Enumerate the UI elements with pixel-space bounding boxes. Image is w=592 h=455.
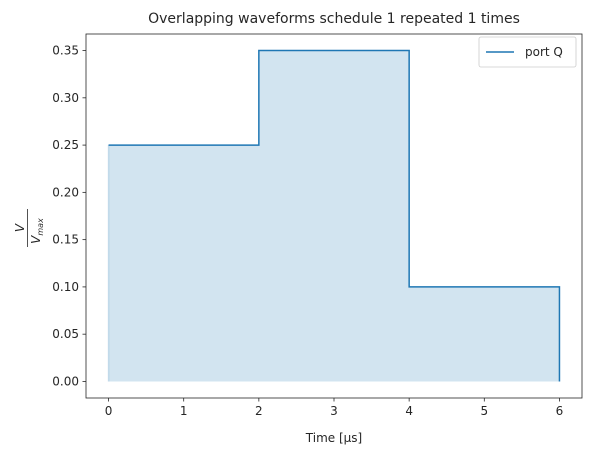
y-axis-label-denominator: Vmax [29, 218, 45, 244]
y-axis-label: V Vmax [13, 209, 45, 247]
x-tick-label-1: 1 [180, 404, 188, 418]
y-tick-label-4: 0.20 [52, 185, 79, 199]
series-fill-0 [108, 50, 560, 382]
y-tick-label-1: 0.05 [52, 327, 79, 341]
series-line-0 [108, 49, 561, 382]
legend-box [478, 36, 577, 68]
axes-layer: 0 1 2 3 4 5 6 0.00 0.05 0.10 0.15 0.20 0.25 0.30 0.35 [52, 33, 583, 418]
x-tick-label-5: 5 [480, 404, 488, 418]
y-tick-label-6: 0.30 [52, 91, 79, 105]
x-tick-label-4: 4 [405, 404, 413, 418]
x-tick-label-0: 0 [105, 404, 113, 418]
y-tick-label-2: 0.10 [52, 280, 79, 294]
chart-title: Overlapping waveforms schedule 1 repeate… [148, 11, 520, 27]
y-tick-label-3: 0.15 [52, 233, 79, 247]
legend-label-port-q: port Q [525, 45, 563, 59]
y-axis-label-denominator-sub: max [36, 218, 45, 236]
x-axis-label: Time [μs] [305, 431, 362, 445]
x-tick-label-2: 2 [255, 404, 263, 418]
x-tick-label-3: 3 [330, 404, 338, 418]
y-axis-label-numerator: V [13, 223, 27, 232]
legend: port Q [478, 36, 577, 68]
y-tick-label-0: 0.00 [52, 374, 79, 388]
y-axis-label-denominator-base: V [29, 235, 43, 244]
plot-layer [107, 49, 561, 382]
y-tick-label-5: 0.25 [52, 138, 79, 152]
x-tick-label-6: 6 [556, 404, 564, 418]
y-tick-label-7: 0.35 [52, 44, 79, 58]
